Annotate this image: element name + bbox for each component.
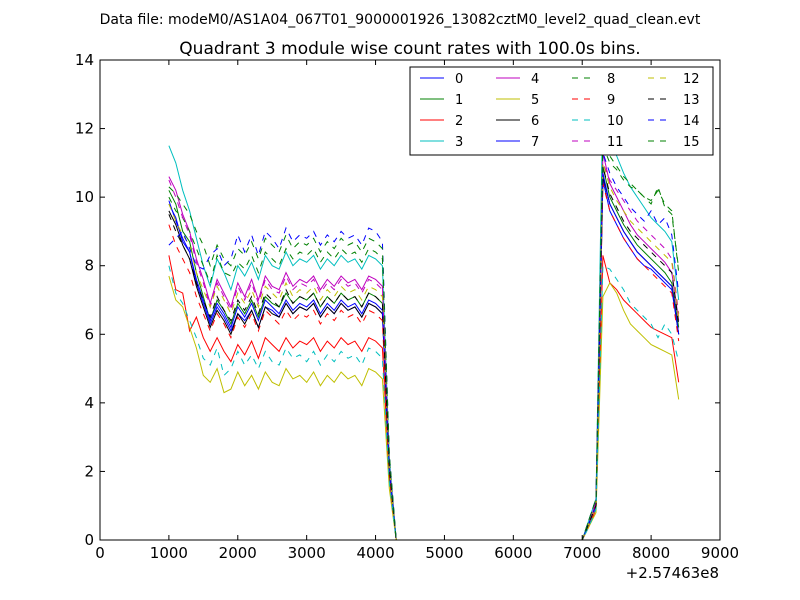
x-offset-label: +2.57463e8 [626,564,719,582]
chart-title: Quadrant 3 module wise count rates with … [179,39,640,59]
series-line-9 [168,183,680,541]
legend-label-3: 3 [455,135,463,150]
series-line-0 [168,179,680,541]
chart-suptitle: Data file: modeM0/AS1A04_067T01_90000019… [100,12,701,28]
x-tick-label: 2000 [219,544,257,562]
y-tick-label: 4 [84,394,94,412]
y-tick-label: 0 [84,531,94,549]
legend-label-13: 13 [683,93,700,108]
x-tick-label: 8000 [632,544,670,562]
series-line-5 [168,275,680,541]
x-axis: 0 1000 2000 3000 4000 5000 6000 7000 8000 9000 [95,60,739,562]
series-line-8 [168,145,680,541]
series-line-10 [168,264,680,541]
legend-label-1: 1 [455,93,463,108]
y-tick-label: 12 [75,120,94,138]
legend-label-5: 5 [531,93,539,108]
legend-label-11: 11 [607,135,624,150]
legend-box [409,66,714,156]
series-line-13 [168,166,680,541]
series-line-3 [168,97,680,541]
legend-label-12: 12 [683,72,700,87]
y-tick-label: 2 [84,462,94,480]
series-line-4 [168,152,680,541]
series-layer [168,97,680,541]
x-tick-label: 5000 [425,544,463,562]
legend-label-4: 4 [531,72,539,87]
series-line-14 [168,152,680,541]
series-line-15 [168,135,680,541]
y-tick-label: 10 [75,188,94,206]
legend-label-9: 9 [607,93,615,108]
legend-label-7: 7 [531,135,539,150]
legend-label-0: 0 [455,72,463,87]
plot-frame [99,59,721,541]
legend-label-10: 10 [607,114,624,129]
y-tick-label: 6 [84,325,94,343]
legend-label-14: 14 [683,114,700,129]
x-tick-label: 0 [95,544,105,562]
y-tick-label: 14 [75,51,94,69]
x-tick-label: 4000 [356,544,394,562]
x-tick-label: 3000 [288,544,326,562]
x-tick-label: 6000 [494,544,532,562]
series-line-12 [168,162,680,541]
x-tick-label: 1000 [150,544,188,562]
legend-label-6: 6 [531,114,539,129]
series-line-7 [168,172,680,541]
series-line-2 [168,255,680,541]
y-tick-label: 8 [84,257,94,275]
series-line-11 [168,162,680,541]
legend-label-2: 2 [455,114,463,129]
x-tick-label: 7000 [563,544,601,562]
x-tick-label: 9000 [701,544,739,562]
legend-label-15: 15 [683,135,700,150]
legend-label-8: 8 [607,72,615,87]
